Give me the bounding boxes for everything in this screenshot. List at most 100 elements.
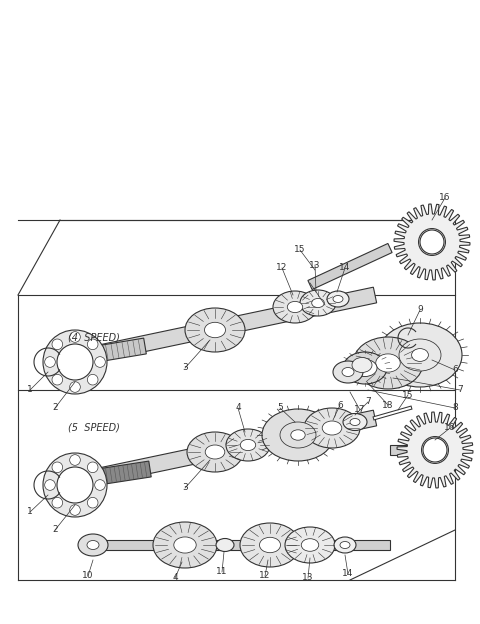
- Circle shape: [45, 480, 55, 490]
- Ellipse shape: [342, 368, 354, 376]
- Text: 9: 9: [417, 306, 423, 314]
- Ellipse shape: [301, 539, 319, 551]
- Text: 17: 17: [354, 406, 366, 414]
- Polygon shape: [88, 410, 377, 486]
- Ellipse shape: [187, 432, 243, 472]
- Text: 13: 13: [309, 260, 321, 270]
- Ellipse shape: [185, 308, 245, 352]
- Polygon shape: [88, 287, 377, 363]
- Ellipse shape: [353, 359, 377, 376]
- Ellipse shape: [327, 291, 349, 307]
- Ellipse shape: [399, 339, 441, 371]
- Circle shape: [57, 344, 93, 380]
- Circle shape: [87, 339, 98, 349]
- Text: 12: 12: [259, 572, 271, 580]
- Text: 2: 2: [52, 404, 58, 412]
- Text: 8: 8: [452, 404, 458, 412]
- Text: (4  SPEED): (4 SPEED): [68, 332, 120, 342]
- Text: 15: 15: [294, 245, 306, 255]
- Text: (5  SPEED): (5 SPEED): [68, 422, 120, 432]
- Text: 16: 16: [444, 424, 456, 432]
- Circle shape: [95, 480, 105, 490]
- Circle shape: [423, 438, 447, 462]
- Ellipse shape: [300, 290, 336, 316]
- Circle shape: [45, 357, 55, 368]
- Text: 11: 11: [216, 567, 228, 577]
- Ellipse shape: [353, 337, 423, 389]
- Ellipse shape: [273, 291, 317, 323]
- Polygon shape: [390, 445, 420, 455]
- Circle shape: [43, 453, 107, 517]
- Text: 6: 6: [452, 366, 458, 374]
- Text: 7: 7: [365, 397, 371, 406]
- Text: 14: 14: [342, 570, 354, 578]
- Text: 3: 3: [182, 364, 188, 373]
- Text: 12: 12: [276, 263, 288, 273]
- Polygon shape: [84, 338, 146, 364]
- Ellipse shape: [304, 408, 360, 448]
- Ellipse shape: [334, 537, 356, 553]
- Circle shape: [52, 462, 63, 472]
- Circle shape: [70, 332, 80, 343]
- Circle shape: [52, 497, 63, 508]
- Ellipse shape: [280, 422, 316, 448]
- Text: 6: 6: [337, 401, 343, 409]
- Ellipse shape: [240, 439, 256, 451]
- Ellipse shape: [205, 445, 225, 459]
- Circle shape: [87, 497, 98, 508]
- Text: 10: 10: [82, 572, 94, 580]
- Text: 13: 13: [302, 573, 314, 582]
- Text: 1: 1: [27, 386, 33, 394]
- Ellipse shape: [412, 349, 428, 361]
- Ellipse shape: [240, 523, 300, 567]
- Text: 5: 5: [277, 404, 283, 412]
- Polygon shape: [394, 204, 470, 280]
- Ellipse shape: [216, 539, 234, 552]
- Circle shape: [52, 339, 63, 349]
- Text: 7: 7: [457, 386, 463, 394]
- Ellipse shape: [312, 298, 324, 308]
- Ellipse shape: [153, 522, 217, 568]
- Ellipse shape: [260, 537, 280, 553]
- Ellipse shape: [262, 409, 334, 461]
- Circle shape: [52, 374, 63, 385]
- Ellipse shape: [285, 527, 335, 563]
- Circle shape: [419, 228, 445, 255]
- Text: 15: 15: [402, 391, 414, 399]
- Ellipse shape: [333, 296, 343, 303]
- Text: 18: 18: [382, 401, 394, 409]
- Circle shape: [87, 462, 98, 472]
- Ellipse shape: [350, 419, 360, 426]
- Circle shape: [57, 467, 93, 503]
- Ellipse shape: [226, 429, 270, 461]
- Circle shape: [70, 455, 80, 466]
- Ellipse shape: [376, 354, 400, 372]
- Ellipse shape: [288, 301, 303, 313]
- Circle shape: [95, 357, 105, 368]
- Text: 1: 1: [27, 507, 33, 517]
- Ellipse shape: [291, 430, 305, 440]
- Polygon shape: [105, 540, 390, 550]
- Circle shape: [87, 374, 98, 385]
- Circle shape: [70, 505, 80, 515]
- Circle shape: [70, 382, 80, 392]
- Text: 2: 2: [52, 525, 58, 535]
- Ellipse shape: [378, 323, 462, 387]
- Text: 4: 4: [235, 404, 241, 412]
- Ellipse shape: [343, 352, 387, 384]
- Ellipse shape: [87, 540, 99, 550]
- Text: 14: 14: [339, 263, 351, 273]
- Text: 4: 4: [172, 573, 178, 582]
- Ellipse shape: [78, 534, 108, 556]
- Polygon shape: [397, 412, 473, 488]
- Text: 3: 3: [182, 484, 188, 492]
- Ellipse shape: [352, 358, 372, 373]
- Text: 16: 16: [439, 193, 451, 203]
- Polygon shape: [84, 461, 151, 487]
- Circle shape: [43, 330, 107, 394]
- Circle shape: [420, 230, 444, 254]
- Circle shape: [421, 437, 448, 464]
- Ellipse shape: [174, 537, 196, 553]
- Ellipse shape: [343, 414, 367, 431]
- Ellipse shape: [340, 542, 350, 548]
